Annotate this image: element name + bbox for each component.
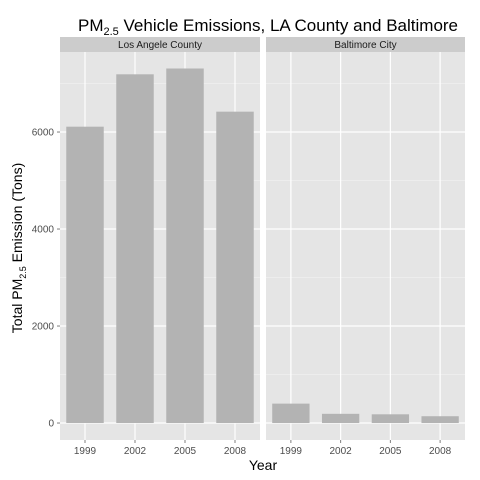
x-tick-label: 2008 — [429, 446, 452, 457]
x-tick-label: 1999 — [74, 446, 97, 457]
y-tick-label: 6000 — [32, 128, 55, 139]
x-tick-label: 2002 — [124, 446, 147, 457]
bar — [321, 413, 360, 424]
y-axis: 0 2000 4000 6000 — [32, 128, 60, 430]
x-axis-title: Year — [249, 457, 278, 473]
x-tick-label: 2005 — [174, 446, 197, 457]
y-tick-label: 0 — [48, 419, 54, 430]
chart-title: PM2.5 Vehicle Emissions, LA County and B… — [78, 16, 458, 38]
y-tick-label: 4000 — [32, 225, 55, 236]
bar — [272, 403, 310, 424]
bar — [421, 416, 459, 424]
x-tick-label: 1999 — [280, 446, 303, 457]
bar — [216, 111, 254, 424]
facet-panel: Baltimore City 1999 2002 2005 2008 — [266, 37, 465, 457]
y-tick-label: 2000 — [32, 322, 55, 333]
x-tick-label: 2005 — [379, 446, 402, 457]
bar — [116, 74, 154, 424]
facet-label: Los Angele County — [118, 40, 202, 51]
bar — [66, 126, 104, 424]
bar — [166, 68, 204, 424]
facet-strip — [60, 37, 260, 52]
facet-strip — [266, 37, 465, 52]
panel-background — [266, 52, 465, 440]
bar — [371, 414, 410, 424]
facet-panel: Los Angele County 1999 2002 2005 2008 — [60, 37, 260, 457]
y-axis-title: Total PM2.5 Emission (Tons) — [9, 163, 28, 333]
facet-label: Baltimore City — [334, 40, 396, 51]
x-tick-label: 2002 — [330, 446, 353, 457]
x-tick-label: 2008 — [224, 446, 247, 457]
